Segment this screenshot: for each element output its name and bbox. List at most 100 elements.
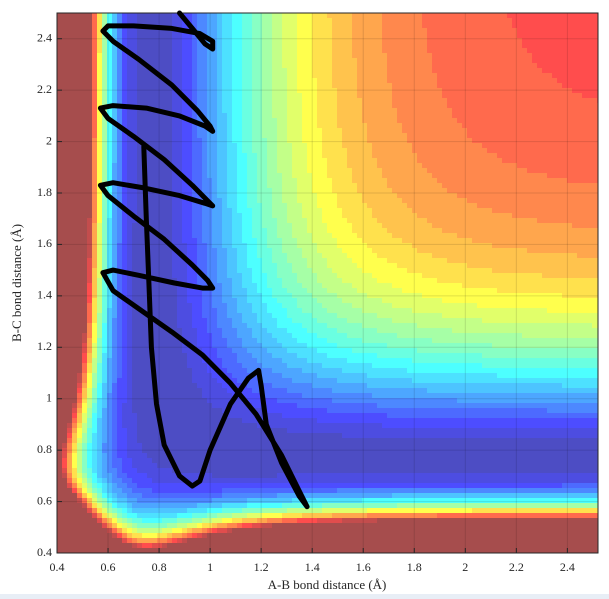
surface-cell bbox=[242, 148, 248, 154]
surface-cell bbox=[482, 128, 488, 134]
surface-cell bbox=[432, 183, 438, 189]
surface-cell bbox=[222, 213, 228, 219]
surface-cell bbox=[277, 153, 283, 159]
surface-cell bbox=[157, 13, 163, 19]
surface-cell bbox=[272, 213, 278, 219]
surface-cell bbox=[197, 53, 203, 59]
surface-cell bbox=[252, 43, 258, 49]
surface-cell bbox=[137, 18, 143, 24]
surface-cell bbox=[312, 78, 318, 84]
surface-cell bbox=[222, 153, 228, 159]
surface-cell bbox=[232, 63, 238, 69]
surface-cell bbox=[517, 78, 523, 84]
surface-cell bbox=[427, 138, 433, 144]
surface-cell bbox=[412, 13, 418, 19]
surface-cell bbox=[182, 233, 188, 239]
surface-cell bbox=[412, 68, 418, 74]
surface-cell bbox=[147, 173, 153, 179]
surface-cell bbox=[377, 38, 383, 44]
surface-cell bbox=[137, 48, 143, 54]
surface-cell bbox=[372, 88, 378, 94]
surface-cell bbox=[217, 83, 223, 89]
surface-cell bbox=[442, 13, 448, 19]
surface-cell bbox=[312, 228, 318, 234]
surface-cell bbox=[257, 193, 263, 199]
surface-cell bbox=[167, 233, 173, 239]
surface-cell bbox=[342, 153, 348, 159]
surface-cell bbox=[377, 78, 383, 84]
surface-cell bbox=[257, 63, 263, 69]
surface-cell bbox=[202, 73, 208, 79]
surface-cell bbox=[277, 28, 283, 34]
surface-cell bbox=[92, 78, 98, 84]
surface-cell bbox=[77, 173, 83, 179]
surface-cell bbox=[532, 88, 538, 94]
surface-cell bbox=[522, 148, 528, 154]
surface-cell bbox=[492, 153, 498, 159]
surface-cell bbox=[382, 28, 388, 34]
surface-cell bbox=[372, 218, 378, 224]
surface-cell bbox=[422, 193, 428, 199]
surface-cell bbox=[277, 188, 283, 194]
surface-cell bbox=[252, 203, 258, 209]
surface-cell bbox=[442, 43, 448, 49]
surface-cell bbox=[242, 153, 248, 159]
surface-cell bbox=[427, 183, 433, 189]
surface-cell bbox=[92, 193, 98, 199]
surface-cell bbox=[592, 213, 598, 219]
surface-cell bbox=[77, 18, 83, 24]
surface-cell bbox=[367, 193, 373, 199]
surface-cell bbox=[542, 133, 548, 139]
surface-cell bbox=[527, 188, 533, 194]
surface-cell bbox=[447, 188, 453, 194]
surface-cell bbox=[232, 203, 238, 209]
surface-cell bbox=[547, 143, 553, 149]
surface-cell bbox=[357, 83, 363, 89]
surface-cell bbox=[87, 203, 93, 209]
surface-cell bbox=[382, 133, 388, 139]
surface-cell bbox=[97, 18, 103, 24]
surface-cell bbox=[592, 103, 598, 109]
surface-cell bbox=[77, 148, 83, 154]
surface-cell bbox=[247, 28, 253, 34]
surface-cell bbox=[527, 48, 533, 54]
surface-cell bbox=[552, 133, 558, 139]
surface-cell bbox=[407, 88, 413, 94]
surface-cell bbox=[472, 163, 478, 169]
surface-cell bbox=[377, 153, 383, 159]
surface-cell bbox=[307, 28, 313, 34]
surface-cell bbox=[527, 133, 533, 139]
surface-cell bbox=[437, 78, 443, 84]
surface-cell bbox=[367, 148, 373, 154]
surface-cell bbox=[552, 118, 558, 124]
surface-cell bbox=[157, 198, 163, 204]
surface-cell bbox=[287, 68, 293, 74]
surface-cell bbox=[502, 118, 508, 124]
surface-cell bbox=[97, 233, 103, 239]
surface-cell bbox=[487, 23, 493, 29]
surface-cell bbox=[247, 138, 253, 144]
surface-cell bbox=[397, 208, 403, 214]
surface-cell bbox=[257, 68, 263, 74]
surface-cell bbox=[347, 88, 353, 94]
surface-cell bbox=[392, 98, 398, 104]
surface-cell bbox=[227, 208, 233, 214]
surface-cell bbox=[422, 48, 428, 54]
surface-cell bbox=[547, 178, 553, 184]
surface-cell bbox=[77, 228, 83, 234]
surface-cell bbox=[502, 178, 508, 184]
surface-cell bbox=[277, 103, 283, 109]
surface-cell bbox=[112, 203, 118, 209]
surface-cell bbox=[312, 113, 318, 119]
surface-cell bbox=[202, 143, 208, 149]
surface-cell bbox=[147, 18, 153, 24]
surface-cell bbox=[512, 53, 518, 59]
surface-cell bbox=[532, 203, 538, 209]
surface-cell bbox=[462, 198, 468, 204]
surface-cell bbox=[92, 133, 98, 139]
surface-cell bbox=[487, 163, 493, 169]
surface-cell bbox=[292, 178, 298, 184]
surface-cell bbox=[62, 213, 68, 219]
surface-cell bbox=[202, 173, 208, 179]
surface-cell bbox=[97, 28, 103, 34]
